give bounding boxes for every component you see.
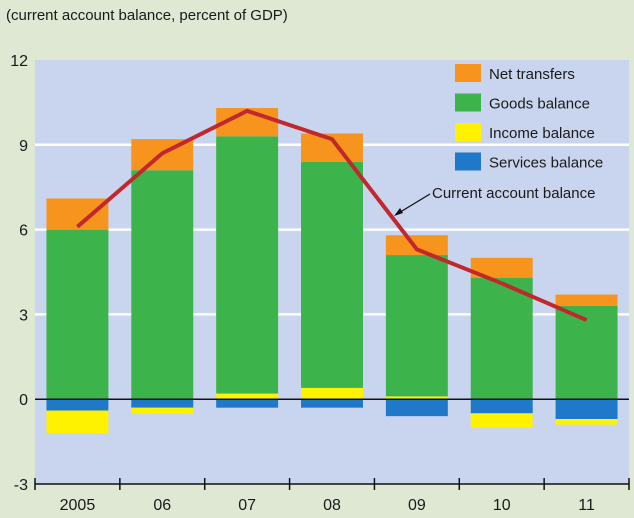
bar-segment (301, 161, 363, 388)
bar-segment (470, 277, 533, 400)
bar-segment (131, 170, 194, 400)
y-axis: -3 0 3 6 9 12 (10, 53, 28, 494)
legend-swatch (455, 123, 481, 141)
bar-segment (301, 387, 363, 400)
legend-label: Goods balance (489, 96, 590, 113)
bar-segment (470, 399, 533, 414)
bar-segment (216, 136, 279, 394)
legend-swatch (455, 152, 481, 171)
legend-swatch (455, 64, 481, 82)
legend-swatch (455, 93, 481, 112)
bar-segment (385, 399, 448, 417)
bar-segment (385, 255, 448, 397)
bar-segment (470, 413, 533, 428)
bar-segment (470, 257, 533, 278)
legend-label: Income balance (489, 125, 595, 142)
bar-segment (46, 399, 109, 411)
bars (46, 108, 618, 434)
bar-segment (216, 399, 279, 408)
annotation-arrowhead (394, 208, 403, 216)
bar-segment (555, 418, 618, 425)
bar-segment (131, 407, 194, 414)
y-tick-label: 0 (19, 392, 28, 409)
x-tick-label: 06 (153, 497, 171, 514)
y-tick-label: 3 (19, 307, 28, 324)
x-axis: 2005 06 07 08 09 10 11 (34, 478, 630, 514)
current-account-line (76, 108, 588, 322)
bar-segment (131, 399, 194, 408)
annotation-label: Current account balance (432, 185, 595, 202)
legend: Net transfers Goods balance Income balance… (455, 64, 603, 172)
y-tick-label: -3 (14, 477, 28, 494)
chart-title: (current account balance, percent of GDP… (6, 7, 288, 24)
y-tick-label: 12 (10, 53, 28, 70)
y-tick-label: 9 (19, 138, 28, 155)
bar-segment (216, 393, 279, 400)
x-tick-label: 11 (578, 497, 595, 514)
x-tick-label: 07 (238, 497, 256, 514)
annotation: Current account balance (394, 185, 595, 216)
annotation-arrow (396, 193, 431, 215)
x-tick-label: 10 (493, 497, 511, 514)
bar-segment (385, 235, 448, 256)
bar-segment (555, 399, 618, 419)
bar-segment (46, 229, 109, 400)
legend-label: Net transfers (489, 66, 575, 83)
bar-segment (301, 399, 363, 408)
x-tick-label: 09 (408, 497, 426, 514)
bar-segment (385, 396, 448, 400)
legend-label: Services balance (489, 155, 603, 172)
x-tick-label: 08 (323, 497, 341, 514)
x-tick-label: 2005 (60, 497, 96, 514)
bar-segment (555, 305, 618, 400)
bar-segment (555, 294, 618, 306)
bar-segment (46, 410, 109, 434)
line-series (76, 108, 588, 322)
y-tick-label: 6 (19, 223, 28, 240)
